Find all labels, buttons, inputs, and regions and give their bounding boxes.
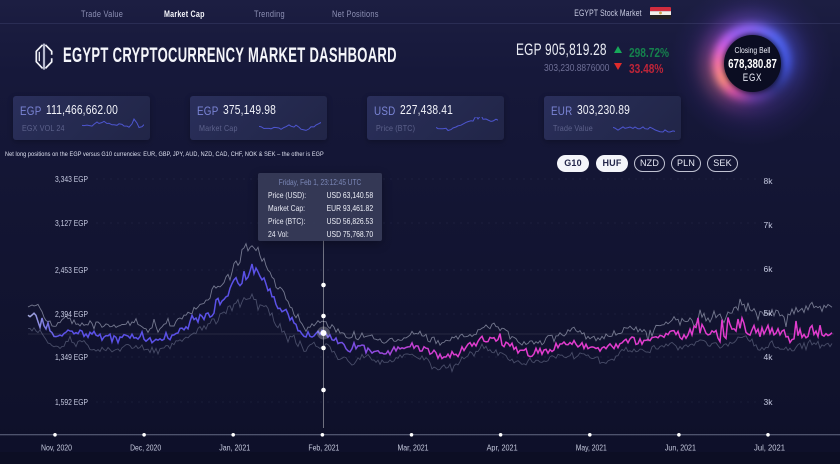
svg-text:4k: 4k (764, 352, 774, 362)
svg-text:5k: 5k (764, 308, 774, 318)
svg-text:3,343 EGP: 3,343 EGP (55, 174, 88, 184)
svg-text:7k: 7k (764, 220, 774, 230)
svg-text:3k: 3k (764, 397, 774, 407)
svg-text:3,127 EGP: 3,127 EGP (55, 218, 88, 228)
svg-text:Jun, 2021: Jun, 2021 (665, 444, 696, 453)
svg-text:1,349 EGP: 1,349 EGP (55, 352, 88, 362)
svg-text:1,592 EGP: 1,592 EGP (55, 397, 88, 407)
svg-text:6k: 6k (764, 264, 774, 274)
svg-text:May, 2021: May, 2021 (576, 444, 607, 453)
svg-text:Mar, 2021: Mar, 2021 (398, 444, 429, 453)
svg-text:2,453 EGP: 2,453 EGP (55, 265, 88, 275)
svg-text:Jan, 2021: Jan, 2021 (219, 444, 250, 453)
svg-text:Nov, 2020: Nov, 2020 (41, 444, 72, 453)
svg-text:Feb, 2021: Feb, 2021 (308, 444, 339, 453)
svg-text:2,394 EGP: 2,394 EGP (55, 309, 88, 319)
svg-text:Apr, 2021: Apr, 2021 (487, 444, 518, 453)
svg-text:8k: 8k (764, 176, 774, 186)
svg-text:Dec, 2020: Dec, 2020 (130, 444, 161, 453)
svg-text:Jul, 2021: Jul, 2021 (754, 444, 786, 453)
